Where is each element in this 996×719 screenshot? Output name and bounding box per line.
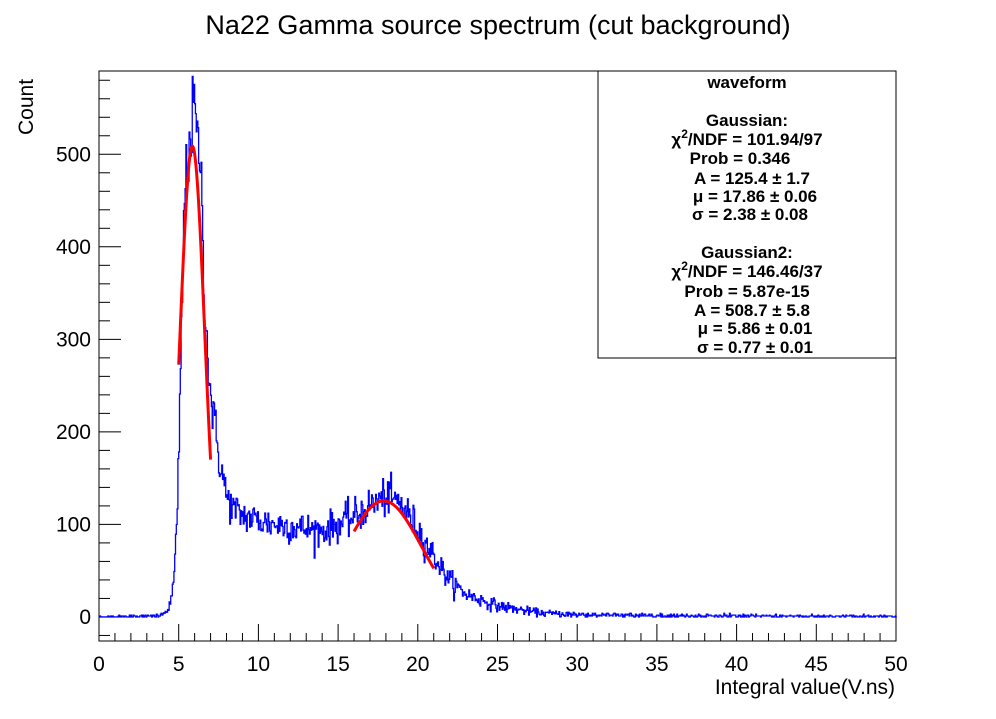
y-tick-label: 500 bbox=[56, 143, 91, 166]
x-tick-label: 35 bbox=[645, 653, 668, 676]
x-axis: 0 5 10 15 20 25 30 35 40 45 50 bbox=[93, 624, 908, 676]
x-tick-label: 45 bbox=[805, 653, 828, 676]
x-tick-label: 10 bbox=[247, 653, 270, 676]
stats-box-frame bbox=[597, 70, 897, 359]
y-tick-label: 400 bbox=[56, 236, 91, 259]
stats-gaussian-prob: Prob = 0.346 bbox=[690, 149, 791, 168]
y-tick-label: 100 bbox=[56, 513, 91, 536]
stats-gaussian-chi-superscript: 2 bbox=[681, 127, 688, 141]
histogram-series bbox=[99, 75, 897, 618]
y-tick-label: 300 bbox=[56, 328, 91, 351]
y-axis: 0 100 200 300 400 500 bbox=[56, 79, 121, 636]
stats-gaussian2-sigma: σ = 0.77 ± 0.01 bbox=[697, 338, 813, 357]
y-axis-label: Count bbox=[15, 79, 38, 135]
stats-gaussian-mean: μ = 17.86 ± 0.06 bbox=[693, 187, 817, 206]
stats-gaussian2-chi-superscript: 2 bbox=[681, 259, 688, 273]
chart-title: Na22 Gamma source spectrum (cut backgrou… bbox=[205, 10, 790, 40]
x-tick-label: 30 bbox=[566, 653, 589, 676]
y-tick-label: 0 bbox=[79, 606, 91, 629]
fit-curve-gaussian bbox=[352, 499, 436, 570]
stats-gaussian2-chi-symbol: χ bbox=[671, 262, 681, 281]
stats-gaussian2-prob: Prob = 5.87e-15 bbox=[684, 282, 809, 301]
stats-title: waveform bbox=[706, 73, 786, 92]
stats-gaussian-amplitude: A = 125.4 ± 1.7 bbox=[694, 169, 810, 188]
stats-gaussian2-chi2: χ2/NDF = 146.46/37 bbox=[671, 259, 822, 281]
x-tick-label: 0 bbox=[93, 653, 105, 676]
fit-curves bbox=[177, 144, 436, 570]
stats-box: waveform Gaussian: χ2/NDF = 101.94/97 Pr… bbox=[597, 70, 897, 359]
x-tick-label: 5 bbox=[173, 653, 185, 676]
x-axis-label: Integral value(V.ns) bbox=[715, 676, 895, 699]
stats-gaussian-sigma: σ = 2.38 ± 0.08 bbox=[692, 205, 808, 224]
stats-gaussian-name: Gaussian: bbox=[706, 111, 788, 130]
fit-curve-gaussian2 bbox=[177, 144, 213, 460]
stats-gaussian-chi-symbol: χ bbox=[671, 130, 681, 149]
x-tick-label: 15 bbox=[326, 653, 349, 676]
x-tick-label: 40 bbox=[725, 653, 748, 676]
stats-gaussian-chi2-value: /NDF = 101.94/97 bbox=[688, 130, 823, 149]
stats-gaussian2-mean: μ = 5.86 ± 0.01 bbox=[698, 319, 813, 338]
stats-gaussian2-chi2-value: /NDF = 146.46/37 bbox=[688, 262, 823, 281]
stats-gaussian2-amplitude: A = 508.7 ± 5.8 bbox=[694, 301, 810, 320]
stats-gaussian-chi2: χ2/NDF = 101.94/97 bbox=[671, 127, 822, 149]
x-tick-label: 50 bbox=[884, 653, 907, 676]
stats-gaussian2-name: Gaussian2: bbox=[701, 243, 793, 262]
y-tick-label: 200 bbox=[56, 421, 91, 444]
x-tick-label: 25 bbox=[486, 653, 509, 676]
x-tick-label: 20 bbox=[406, 653, 429, 676]
